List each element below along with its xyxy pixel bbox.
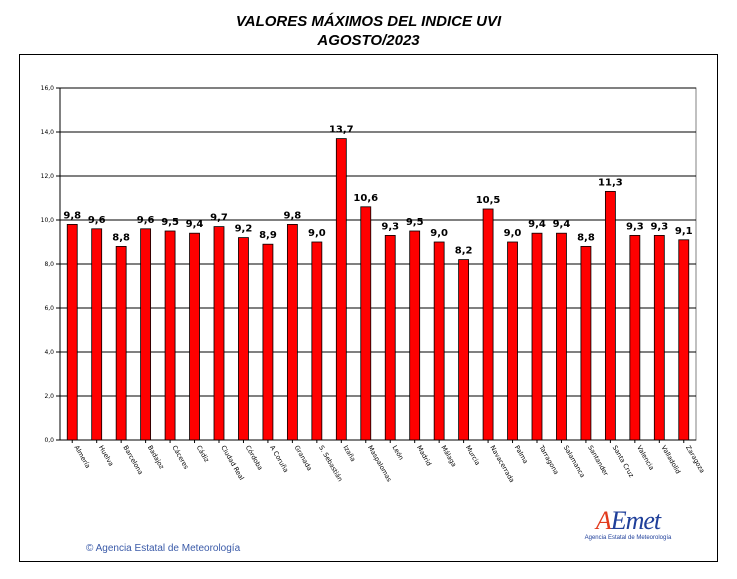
footer-text: Agencia Estatal de Meteorología [95, 543, 241, 554]
bar [91, 228, 103, 441]
data-label: 9,4 [553, 219, 571, 230]
bar [140, 228, 152, 441]
logo-mark: AEmet [595, 506, 661, 535]
data-label: 9,6 [137, 215, 155, 226]
x-tick-label: Santander [586, 444, 610, 477]
data-label: 9,3 [650, 221, 668, 232]
aemet-logo: AEmet Agencia Estatal de Meteorología [578, 506, 678, 542]
x-tick-label: Madrid [415, 444, 433, 467]
data-label: 13,7 [329, 125, 354, 136]
x-tick-label: Murcia [464, 444, 482, 467]
data-label: 11,3 [598, 177, 623, 188]
data-label: 9,4 [528, 219, 546, 230]
x-tick-label: Córdoba [244, 444, 265, 472]
y-tick-label: 10,0 [41, 217, 55, 224]
bar [556, 232, 567, 441]
y-tick-label: 12,0 [41, 173, 55, 180]
data-label: 9,6 [88, 215, 106, 226]
x-tick-label: Valencia [635, 444, 656, 472]
x-tick-label: Almería [72, 444, 91, 470]
x-tick-label: Cádiz [195, 444, 211, 464]
x-tick-label: Málaga [439, 444, 458, 468]
bar [286, 223, 298, 441]
bar [262, 243, 274, 441]
bar [678, 239, 690, 441]
bar [164, 230, 176, 441]
y-tick-label: 8,0 [44, 261, 54, 268]
x-tick-label: Zaragoza [684, 444, 706, 475]
x-tick-label: Granada [293, 444, 314, 472]
bar [653, 234, 665, 441]
y-tick-label: 2,0 [44, 393, 54, 400]
y-tick-label: 0,0 [44, 437, 54, 444]
bar [433, 241, 445, 441]
x-tick-label: Navacerrada [488, 444, 516, 484]
bar [458, 259, 470, 441]
bar [604, 190, 616, 441]
chart-frame [19, 54, 718, 562]
chart-title: VALORES MÁXIMOS DEL INDICE UVI [235, 13, 502, 30]
x-tick-label: Valladolid [660, 444, 683, 475]
x-tick-label: S. Sebastián [317, 444, 344, 483]
data-label: 9,0 [430, 228, 448, 239]
x-tick-label: A Coruña [268, 444, 290, 474]
x-tick-label: Santa Cruz [611, 444, 636, 479]
x-tick-label: Ciudad Real [219, 444, 245, 482]
x-tick-label: Tarragona [537, 443, 561, 476]
y-tick-label: 6,0 [44, 305, 54, 312]
data-label: 9,7 [210, 213, 228, 224]
data-label: 8,8 [112, 232, 130, 243]
data-label: 9,0 [308, 228, 326, 239]
x-tick-label: Maspalomas [366, 444, 394, 484]
bar [482, 208, 494, 441]
y-tick-label: 14,0 [41, 129, 55, 136]
bar [311, 241, 323, 441]
bar [66, 223, 78, 441]
data-label: 9,5 [406, 217, 424, 228]
data-label: 10,6 [353, 193, 378, 204]
data-label: 9,3 [381, 221, 399, 232]
x-tick-label: Salamanca [562, 444, 587, 479]
bar [531, 232, 543, 441]
bar [360, 206, 372, 441]
copyright-icon: © [86, 543, 94, 554]
bar [115, 245, 127, 441]
chart-subtitle: AGOSTO/2023 [317, 32, 420, 49]
bar [409, 230, 421, 441]
x-tick-label: Palma [513, 444, 530, 465]
bar [580, 245, 592, 441]
data-label: 8,8 [577, 232, 595, 243]
x-tick-label: León [390, 444, 405, 462]
x-tick-label: Barcelona [121, 444, 144, 476]
data-label: 8,9 [259, 230, 277, 241]
footer-credit: © Agencia Estatal de Meteorología [86, 543, 240, 554]
bar [335, 138, 347, 441]
bar [384, 234, 396, 441]
bar [189, 232, 200, 441]
data-label: 10,5 [476, 195, 501, 206]
data-label: 9,0 [504, 228, 522, 239]
data-label: 9,1 [675, 226, 693, 237]
x-tick-label: Izaña [342, 444, 358, 463]
x-tick-label: Badajoz [146, 444, 166, 471]
bar [507, 241, 518, 441]
x-tick-label: Huelva [97, 444, 115, 468]
logo-subtitle: Agencia Estatal de Meteorología [584, 535, 672, 541]
bar [238, 237, 249, 441]
data-label: 8,2 [455, 246, 473, 257]
x-tick-label: Cáceres [170, 444, 190, 471]
bar [629, 234, 641, 441]
y-tick-label: 4,0 [44, 349, 54, 356]
data-label: 9,8 [284, 210, 302, 221]
bar [213, 226, 225, 441]
data-label: 9,5 [161, 217, 179, 228]
data-label: 9,4 [186, 219, 204, 230]
data-label: 9,3 [626, 221, 644, 232]
data-label: 9,2 [235, 224, 253, 235]
y-tick-label: 16,0 [41, 85, 55, 92]
data-label: 9,8 [63, 210, 81, 221]
